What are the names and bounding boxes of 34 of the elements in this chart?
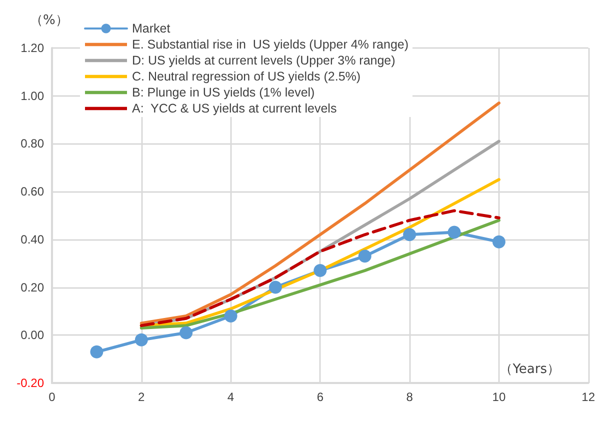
point (314, 264, 327, 278)
legend-label: D: US yields at current levels (Upper 3% range) (132, 54, 396, 68)
legend-label: E. Substantial rise in US yields (Upper 4% range) (132, 38, 409, 52)
point (492, 235, 506, 248)
point (268, 280, 282, 294)
x-tick-label: 12 (582, 390, 596, 404)
point (224, 310, 238, 322)
y-tick-label: 1.00 (20, 88, 44, 103)
y-tick-label: 1.20 (20, 41, 44, 55)
legend-label: C. Neutral regression of US yields (2.5%) (132, 70, 361, 84)
x-axis-title: （Years） (500, 362, 560, 377)
point (358, 250, 372, 263)
x-tick-label: 2 (138, 390, 146, 404)
x-tick-label: 6 (316, 390, 324, 404)
point (134, 333, 148, 346)
y-tick-label: 0.40 (20, 232, 44, 246)
legend-label: B: Plunge in US yields (1% level) (132, 86, 315, 100)
legend-label: Market (132, 22, 171, 36)
x-tick-label: 8 (406, 390, 414, 404)
point (403, 228, 416, 242)
line-series (140, 178, 500, 328)
x-tick-label: 10 (492, 390, 506, 404)
y-tick-label: 0.80 (20, 136, 44, 151)
legend-label: A: YCC & US yields at current levels (132, 102, 337, 116)
y-tick-label: 0.00 (20, 328, 44, 342)
x-tick-label: 0 (48, 390, 56, 404)
point (180, 326, 193, 340)
y-tick-label: 0.20 (20, 280, 44, 294)
x-tick-label: 4 (227, 390, 234, 404)
y-tick-label: -0.20 (16, 376, 44, 390)
point (448, 226, 461, 239)
y-axis-title: （%） (30, 13, 68, 28)
y-tick-label: 0.60 (20, 184, 44, 199)
point (90, 345, 104, 358)
